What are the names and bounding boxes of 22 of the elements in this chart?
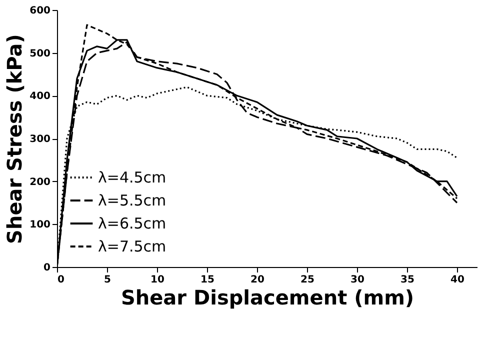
y-tick-label: 100 (30, 220, 51, 231)
x-tick-label: 25 (300, 274, 314, 286)
y-tick-label: 200 (30, 176, 51, 188)
x-axis-title: Shear Displacement (mm) (120, 286, 414, 310)
x-tick-label: 0 (58, 274, 64, 286)
x-tick-label: 30 (350, 274, 364, 286)
y-tick-label: 400 (30, 91, 51, 102)
y-axis-title: Shear Stress (kPa) (2, 34, 27, 244)
legend-label: λ=6.5cm (98, 214, 166, 232)
x-tick-label: 40 (450, 274, 464, 286)
x-tick-label: 35 (400, 274, 414, 286)
x-tick-label: 15 (200, 274, 214, 286)
y-tick-label: 500 (30, 48, 51, 60)
legend-label: λ=7.5cm (98, 238, 166, 256)
x-tick-label: 10 (150, 274, 164, 286)
x-tick-label: 20 (250, 274, 264, 286)
y-tick-label: 300 (30, 134, 51, 145)
legend-label: λ=5.5cm (98, 192, 166, 210)
y-tick-label: 600 (30, 6, 51, 16)
legend-label: λ=4.5cm (98, 168, 166, 186)
y-tick-label: 0 (44, 262, 51, 274)
x-tick-label: 5 (104, 274, 112, 286)
